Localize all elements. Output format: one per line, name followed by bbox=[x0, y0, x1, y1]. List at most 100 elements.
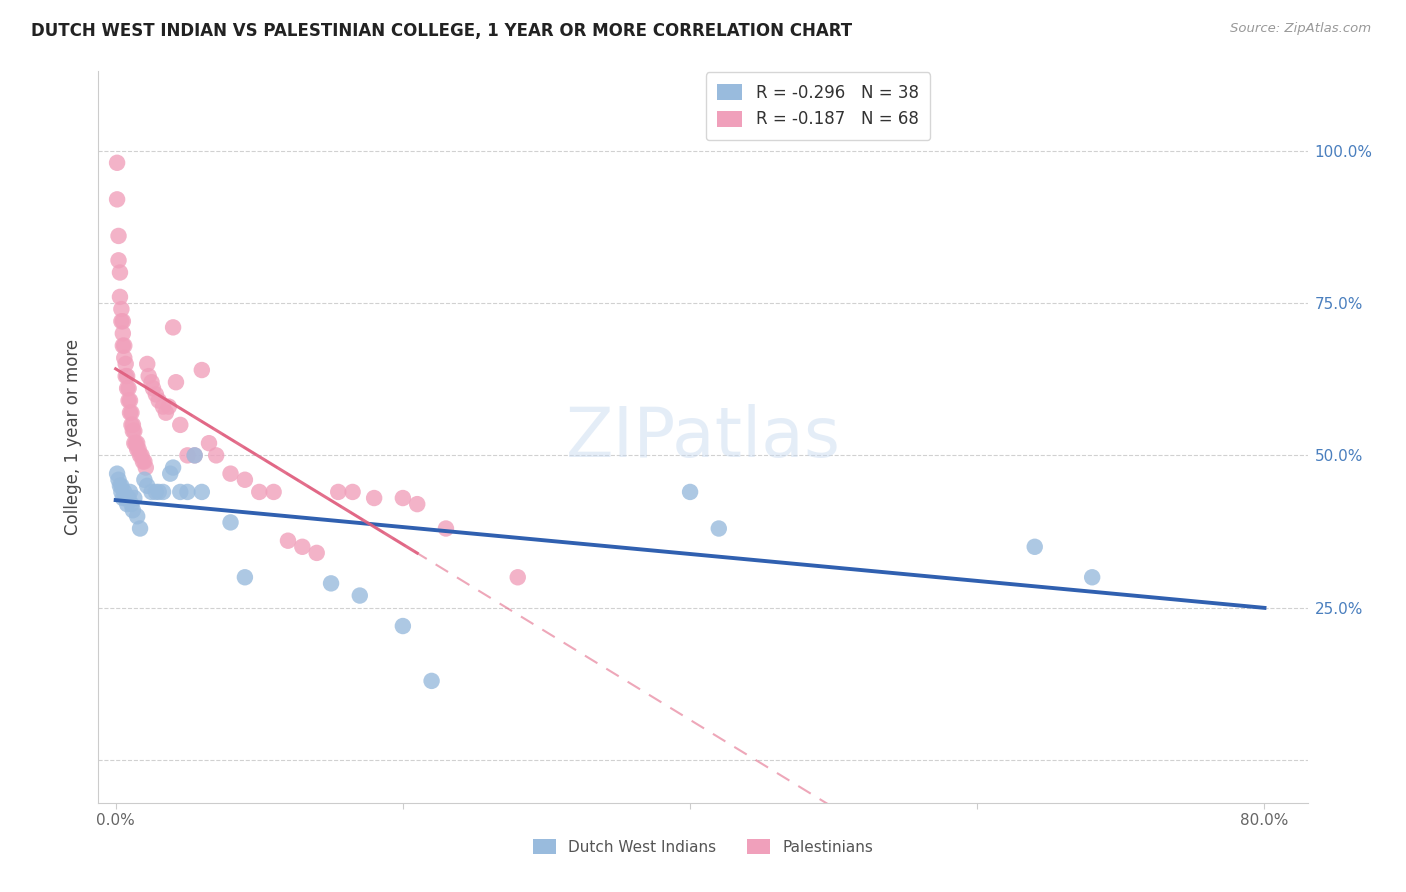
Point bbox=[183, 448, 205, 462]
Point bbox=[205, 448, 228, 462]
Text: ZIPatlas: ZIPatlas bbox=[565, 403, 841, 471]
Point bbox=[420, 673, 443, 688]
Point bbox=[191, 363, 214, 377]
Point bbox=[110, 314, 132, 328]
Point bbox=[392, 619, 415, 633]
Point bbox=[136, 357, 159, 371]
Point bbox=[127, 509, 149, 524]
Point bbox=[105, 192, 128, 206]
Point bbox=[134, 473, 156, 487]
Point bbox=[141, 375, 163, 389]
Point bbox=[176, 485, 198, 500]
Point bbox=[233, 473, 256, 487]
Point bbox=[176, 448, 198, 462]
Point bbox=[342, 485, 364, 500]
Point bbox=[145, 387, 167, 401]
Point bbox=[108, 290, 131, 304]
Point bbox=[127, 436, 149, 450]
Point bbox=[162, 460, 184, 475]
Point bbox=[506, 570, 529, 584]
Point bbox=[125, 436, 148, 450]
Point bbox=[1081, 570, 1104, 584]
Point bbox=[111, 326, 134, 341]
Point bbox=[136, 479, 159, 493]
Point bbox=[141, 485, 163, 500]
Point bbox=[115, 497, 138, 511]
Point bbox=[219, 467, 242, 481]
Point bbox=[110, 479, 132, 493]
Text: DUTCH WEST INDIAN VS PALESTINIAN COLLEGE, 1 YEAR OR MORE CORRELATION CHART: DUTCH WEST INDIAN VS PALESTINIAN COLLEGE… bbox=[31, 22, 852, 40]
Point bbox=[114, 369, 136, 384]
Point bbox=[122, 424, 145, 438]
Point bbox=[122, 503, 145, 517]
Point bbox=[145, 485, 167, 500]
Point bbox=[247, 485, 270, 500]
Point bbox=[305, 546, 328, 560]
Point bbox=[291, 540, 314, 554]
Point bbox=[118, 485, 141, 500]
Point bbox=[107, 473, 129, 487]
Point bbox=[129, 448, 152, 462]
Point bbox=[115, 381, 138, 395]
Point bbox=[263, 485, 285, 500]
Point bbox=[114, 491, 136, 505]
Point bbox=[120, 417, 142, 432]
Point bbox=[112, 351, 135, 365]
Point bbox=[117, 393, 139, 408]
Point bbox=[128, 442, 150, 457]
Point bbox=[148, 393, 170, 408]
Legend: Dutch West Indians, Palestinians: Dutch West Indians, Palestinians bbox=[527, 833, 879, 861]
Point bbox=[120, 406, 142, 420]
Point bbox=[434, 521, 457, 535]
Point bbox=[191, 485, 214, 500]
Point bbox=[108, 479, 131, 493]
Point bbox=[155, 406, 177, 420]
Point bbox=[105, 467, 128, 481]
Point bbox=[679, 485, 702, 500]
Point bbox=[277, 533, 299, 548]
Point bbox=[110, 301, 132, 317]
Point bbox=[124, 424, 146, 438]
Point bbox=[108, 265, 131, 279]
Point bbox=[107, 228, 129, 243]
Point bbox=[707, 521, 730, 535]
Y-axis label: College, 1 year or more: College, 1 year or more bbox=[65, 339, 83, 535]
Point bbox=[115, 369, 138, 384]
Point bbox=[169, 485, 191, 500]
Point bbox=[159, 467, 181, 481]
Point bbox=[118, 393, 141, 408]
Point bbox=[162, 320, 184, 334]
Point bbox=[124, 491, 146, 505]
Point bbox=[233, 570, 256, 584]
Point bbox=[132, 454, 155, 468]
Point bbox=[131, 448, 153, 462]
Point bbox=[152, 400, 174, 414]
Point bbox=[124, 436, 146, 450]
Point bbox=[148, 485, 170, 500]
Point bbox=[118, 406, 141, 420]
Point bbox=[135, 460, 157, 475]
Point bbox=[328, 485, 350, 500]
Point bbox=[127, 442, 149, 457]
Point bbox=[169, 417, 191, 432]
Point bbox=[114, 357, 136, 371]
Point bbox=[111, 314, 134, 328]
Point bbox=[112, 485, 135, 500]
Point bbox=[138, 369, 160, 384]
Point bbox=[183, 448, 205, 462]
Point bbox=[110, 485, 132, 500]
Point bbox=[117, 381, 139, 395]
Point bbox=[157, 400, 180, 414]
Point bbox=[198, 436, 221, 450]
Point bbox=[117, 491, 139, 505]
Point bbox=[111, 491, 134, 505]
Point bbox=[152, 485, 174, 500]
Point bbox=[165, 375, 187, 389]
Point bbox=[134, 454, 156, 468]
Point bbox=[349, 589, 371, 603]
Point bbox=[112, 338, 135, 352]
Point bbox=[120, 497, 142, 511]
Point bbox=[105, 155, 128, 169]
Point bbox=[392, 491, 415, 505]
Point bbox=[1024, 540, 1046, 554]
